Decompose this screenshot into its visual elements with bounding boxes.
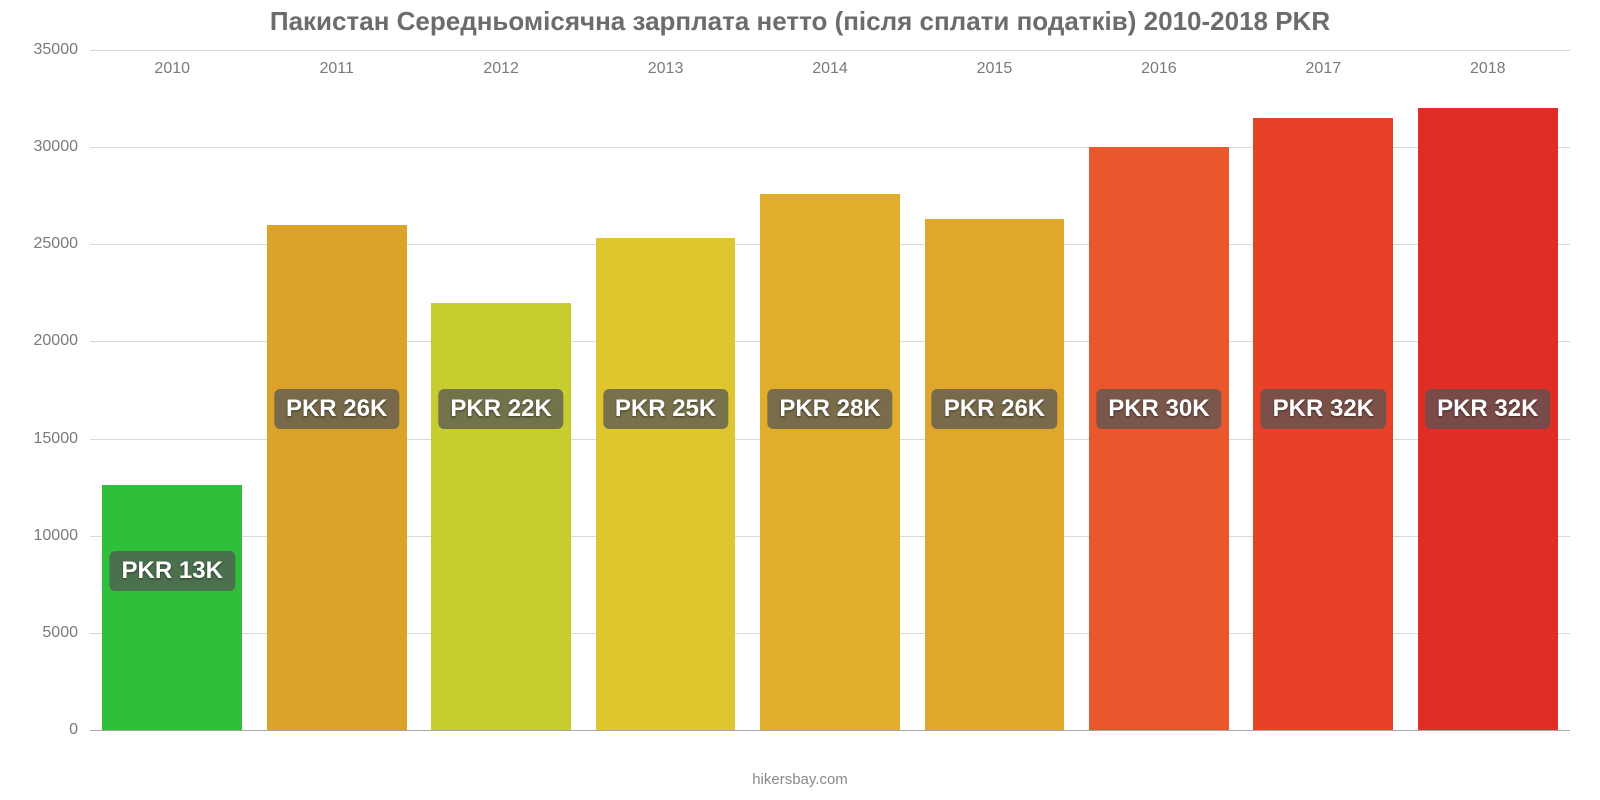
bar-value-label: PKR 30K xyxy=(1096,389,1221,429)
y-tick-label: 15000 xyxy=(34,430,91,448)
y-tick-label: 20000 xyxy=(34,332,91,350)
bar-value-label: PKR 32K xyxy=(1425,389,1550,429)
bar xyxy=(925,219,1065,730)
bar xyxy=(760,194,900,730)
x-tick-label: 2016 xyxy=(1141,50,1177,78)
bar-value-label: PKR 22K xyxy=(438,389,563,429)
y-tick-label: 10000 xyxy=(34,527,91,545)
x-tick-label: 2017 xyxy=(1306,50,1342,78)
x-axis-line xyxy=(90,730,1570,731)
x-tick-label: 2011 xyxy=(319,50,353,78)
bar xyxy=(102,485,242,730)
x-tick-label: 2013 xyxy=(648,50,684,78)
bar xyxy=(431,303,571,730)
x-tick-label: 2018 xyxy=(1470,50,1506,78)
x-tick-label: 2010 xyxy=(154,50,190,78)
y-tick-label: 35000 xyxy=(34,41,91,59)
bar-value-label: PKR 25K xyxy=(603,389,728,429)
chart-title: Пакистан Середньомісячна зарплата нетто … xyxy=(0,0,1600,37)
y-tick-label: 30000 xyxy=(34,138,91,156)
bar xyxy=(267,225,407,730)
bar-value-label: PKR 26K xyxy=(274,389,399,429)
x-tick-label: 2014 xyxy=(812,50,848,78)
bar xyxy=(596,238,736,730)
bar xyxy=(1089,147,1229,730)
x-tick-label: 2015 xyxy=(977,50,1013,78)
bar-value-label: PKR 26K xyxy=(932,389,1057,429)
bar-value-label: PKR 32K xyxy=(1261,389,1386,429)
salary-bar-chart: Пакистан Середньомісячна зарплата нетто … xyxy=(0,0,1600,800)
bar-value-label: PKR 28K xyxy=(767,389,892,429)
x-tick-label: 2012 xyxy=(483,50,519,78)
y-tick-label: 5000 xyxy=(42,624,90,642)
y-tick-label: 0 xyxy=(69,721,90,739)
plot-area: 050001000015000200002500030000350002010P… xyxy=(90,50,1570,730)
y-tick-label: 25000 xyxy=(34,235,91,253)
bar-value-label: PKR 13K xyxy=(110,551,235,591)
source-attribution: hikersbay.com xyxy=(752,771,848,788)
